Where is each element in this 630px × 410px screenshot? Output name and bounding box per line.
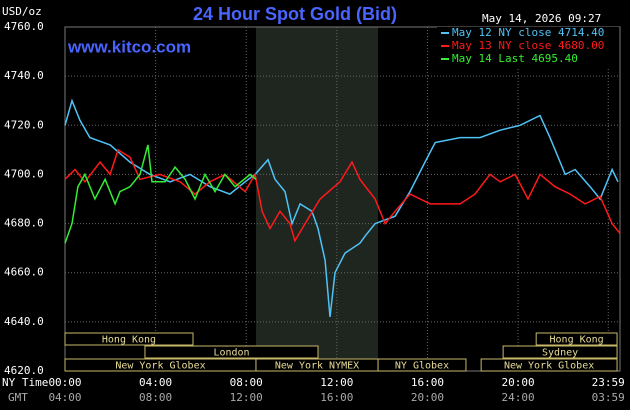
y-tick-label: 4620.0 xyxy=(4,364,44,377)
x-row-label: NY Time xyxy=(2,376,48,389)
x-tick-label: 00:00 xyxy=(48,376,81,389)
y-tick-label: 4720.0 xyxy=(4,118,44,131)
gmt-tick-label: 24:00 xyxy=(501,391,534,404)
x-tick-label: 23:59 xyxy=(592,376,625,389)
y-tick-label: 4740.0 xyxy=(4,69,44,82)
session-label: New York Globex xyxy=(115,361,205,372)
x-tick-label: 08:00 xyxy=(230,376,263,389)
watermark: www.kitco.com xyxy=(67,37,191,56)
series-line xyxy=(64,148,621,243)
gmt-tick-label: 12:00 xyxy=(230,391,263,404)
y-tick-label: 4640.0 xyxy=(4,315,44,328)
gmt-tick-label: 08:00 xyxy=(139,391,172,404)
session-label: Hong Kong xyxy=(550,335,604,346)
session-bar xyxy=(144,345,319,359)
session-label: Hong Kong xyxy=(102,335,156,346)
session-bar xyxy=(502,345,618,359)
y-tick-label: 4660.0 xyxy=(4,266,44,279)
legend-label: May 14 Last 4695.40 xyxy=(452,52,578,65)
legend-label: May 12 NY close 4714.40 xyxy=(452,26,604,39)
gmt-tick-label: 20:00 xyxy=(411,391,444,404)
shaded-range xyxy=(255,27,379,371)
y-tick-label: 4680.0 xyxy=(4,217,44,230)
x-tick-label: 12:00 xyxy=(320,376,353,389)
gmt-tick-label: 03:59 xyxy=(592,391,625,404)
session-bar xyxy=(64,332,194,346)
session-label: NY Globex xyxy=(395,361,449,372)
gmt-tick-label: 16:00 xyxy=(320,391,353,404)
x-row-label: GMT xyxy=(8,391,28,404)
timestamp: May 14, 2026 09:27 xyxy=(482,12,601,25)
series-line xyxy=(64,144,257,244)
y-tick-label: 4760.0 xyxy=(4,20,44,33)
session-bar xyxy=(480,358,618,372)
session-label: New York Globex xyxy=(504,361,594,372)
session-label: London xyxy=(213,348,249,359)
session-bar xyxy=(377,358,467,372)
session-label: Sydney xyxy=(542,348,578,359)
x-tick-label: 04:00 xyxy=(139,376,172,389)
session-label: New York NYMEX xyxy=(275,361,359,372)
series-line xyxy=(64,98,619,317)
chart-title: 24 Hour Spot Gold (Bid) xyxy=(193,4,397,24)
y-tick-label: 4700.0 xyxy=(4,167,44,180)
x-tick-label: 16:00 xyxy=(411,376,444,389)
y-unit: USD/oz xyxy=(2,5,42,18)
session-bar xyxy=(535,332,618,346)
gmt-tick-label: 04:00 xyxy=(48,391,81,404)
legend-label: May 13 NY close 4680.00 xyxy=(452,39,604,52)
x-tick-label: 20:00 xyxy=(501,376,534,389)
legend-box xyxy=(437,27,619,68)
